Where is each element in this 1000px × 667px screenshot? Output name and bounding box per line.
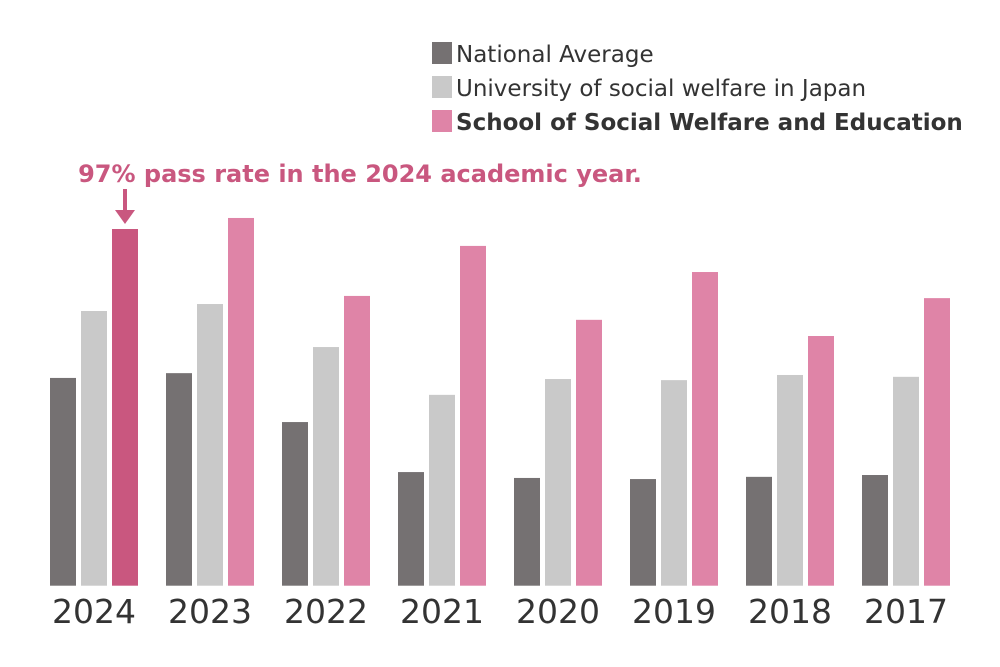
bar-2020-series-1 bbox=[545, 379, 571, 586]
bar-2024-series-1 bbox=[81, 311, 107, 586]
bar-2022-series-1 bbox=[313, 347, 339, 586]
x-tick-label: 2019 bbox=[632, 592, 716, 631]
legend-label: National Average bbox=[456, 42, 654, 68]
bar-2021-series-0 bbox=[398, 472, 424, 586]
bar-2021-series-2 bbox=[460, 245, 486, 586]
bar-2023-series-0 bbox=[166, 373, 192, 586]
bar-2017-series-1 bbox=[893, 376, 919, 586]
bar-2020-series-0 bbox=[514, 477, 540, 586]
legend: National Average University of social wel… bbox=[432, 42, 963, 136]
bar-2022-series-0 bbox=[282, 422, 308, 586]
bar-2019-series-2 bbox=[692, 272, 718, 586]
annotation-text: 97% pass rate in the 2024 academic year. bbox=[78, 160, 642, 188]
legend-label: School of Social Welfare and Education bbox=[456, 110, 963, 136]
x-tick-label: 2022 bbox=[284, 592, 368, 631]
x-tick-label: 2017 bbox=[864, 592, 948, 631]
legend-swatch bbox=[432, 110, 452, 132]
bar-2023-series-1 bbox=[197, 304, 223, 586]
annotation-arrow-icon bbox=[115, 189, 135, 224]
bar-2017-series-2 bbox=[924, 298, 950, 586]
bar-2017-series-0 bbox=[862, 475, 888, 586]
x-tick-label: 2021 bbox=[400, 592, 484, 631]
x-axis-labels: 2024 2023 2022 2021 2020 2019 2018 2017 bbox=[52, 592, 948, 631]
bar-2021-series-1 bbox=[429, 394, 455, 586]
x-tick-label: 2020 bbox=[516, 592, 600, 631]
legend-swatch bbox=[432, 76, 452, 98]
bars bbox=[50, 217, 950, 586]
legend-swatch bbox=[432, 42, 452, 64]
x-tick-label: 2018 bbox=[748, 592, 832, 631]
bar-2019-series-0 bbox=[630, 479, 656, 586]
bar-2018-series-1 bbox=[777, 374, 803, 586]
x-tick-label: 2023 bbox=[168, 592, 252, 631]
bar-2019-series-1 bbox=[661, 380, 687, 586]
x-tick-label: 2024 bbox=[52, 592, 136, 631]
bar-2022-series-2 bbox=[344, 295, 370, 586]
bar-2020-series-2 bbox=[576, 319, 602, 586]
legend-label: University of social welfare in Japan bbox=[456, 76, 866, 102]
bar-2018-series-2 bbox=[808, 336, 834, 586]
bar-2018-series-0 bbox=[746, 476, 772, 586]
bar-2024-series-0 bbox=[50, 377, 76, 586]
bar-2023-series-2 bbox=[228, 217, 254, 586]
bar-2024-series-2 bbox=[112, 229, 138, 586]
